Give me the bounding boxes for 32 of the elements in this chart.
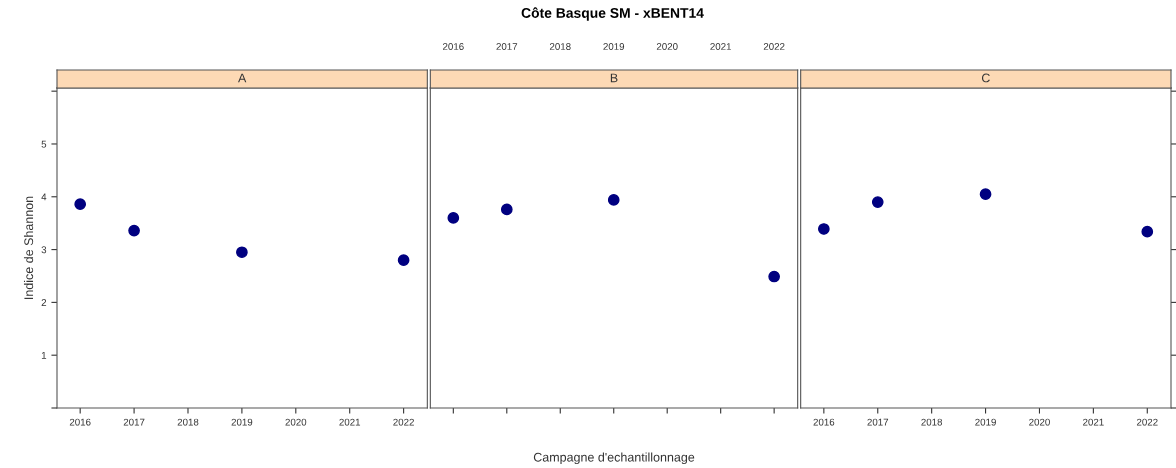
x-tick-label: 2021 xyxy=(710,43,732,50)
x-tick-label: 2018 xyxy=(549,43,571,50)
y-tick-label: 1 xyxy=(41,352,47,359)
x-tick-label: 2022 xyxy=(763,43,785,50)
x-tick-label: 2018 xyxy=(177,418,199,426)
x-tick-label: 2019 xyxy=(231,418,253,426)
x-tick-label: 2021 xyxy=(339,418,361,426)
y-tick-label: 4 xyxy=(41,193,47,201)
x-tick-label: 2020 xyxy=(1029,418,1050,426)
x-tick-label: 2019 xyxy=(975,418,996,426)
x-tick-label: 2017 xyxy=(123,418,145,426)
x-tick-label: 2017 xyxy=(496,43,518,50)
x-tick-label: 2017 xyxy=(867,418,889,426)
chart-title: A xyxy=(238,73,247,83)
x-tick-label: 2021 xyxy=(1083,418,1104,426)
x-tick-label: 2016 xyxy=(69,418,91,426)
x-tick-label: 2020 xyxy=(285,418,307,426)
x-axis-title: Campagne d'echantillonnage xyxy=(533,452,695,465)
y-tick-label: 5 xyxy=(41,140,47,148)
x-tick-label: 2018 xyxy=(921,418,943,426)
y-tick-label: 2 xyxy=(41,299,47,306)
x-tick-label: 2022 xyxy=(393,418,414,426)
x-tick-label: 2019 xyxy=(603,43,625,50)
chart-title: C xyxy=(981,73,990,83)
chart-title: B xyxy=(610,73,618,83)
text: Côte Basque SM - xBENT14 xyxy=(521,7,704,21)
x-tick-label: 2016 xyxy=(813,418,835,426)
x-tick-label: 2022 xyxy=(1136,418,1158,426)
y-axis-title: Indice de Shannon xyxy=(23,196,34,299)
x-tick-label: 2020 xyxy=(656,43,678,50)
x-tick-label: 2016 xyxy=(443,43,464,50)
y-tick-label: 3 xyxy=(41,246,47,254)
